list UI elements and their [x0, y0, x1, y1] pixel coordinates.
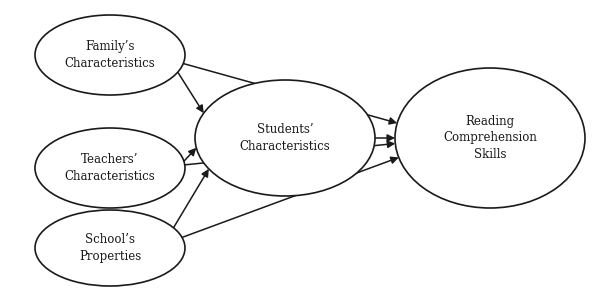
Text: School’s
Properties: School’s Properties: [79, 233, 141, 263]
Text: Teachers’
Characteristics: Teachers’ Characteristics: [65, 153, 156, 183]
Ellipse shape: [195, 80, 375, 196]
Ellipse shape: [35, 210, 185, 286]
Ellipse shape: [35, 128, 185, 208]
Text: Students’
Characteristics: Students’ Characteristics: [239, 123, 330, 153]
Ellipse shape: [395, 68, 585, 208]
Text: Reading
Comprehension
Skills: Reading Comprehension Skills: [443, 115, 537, 161]
Ellipse shape: [35, 15, 185, 95]
Text: Family’s
Characteristics: Family’s Characteristics: [65, 40, 156, 70]
